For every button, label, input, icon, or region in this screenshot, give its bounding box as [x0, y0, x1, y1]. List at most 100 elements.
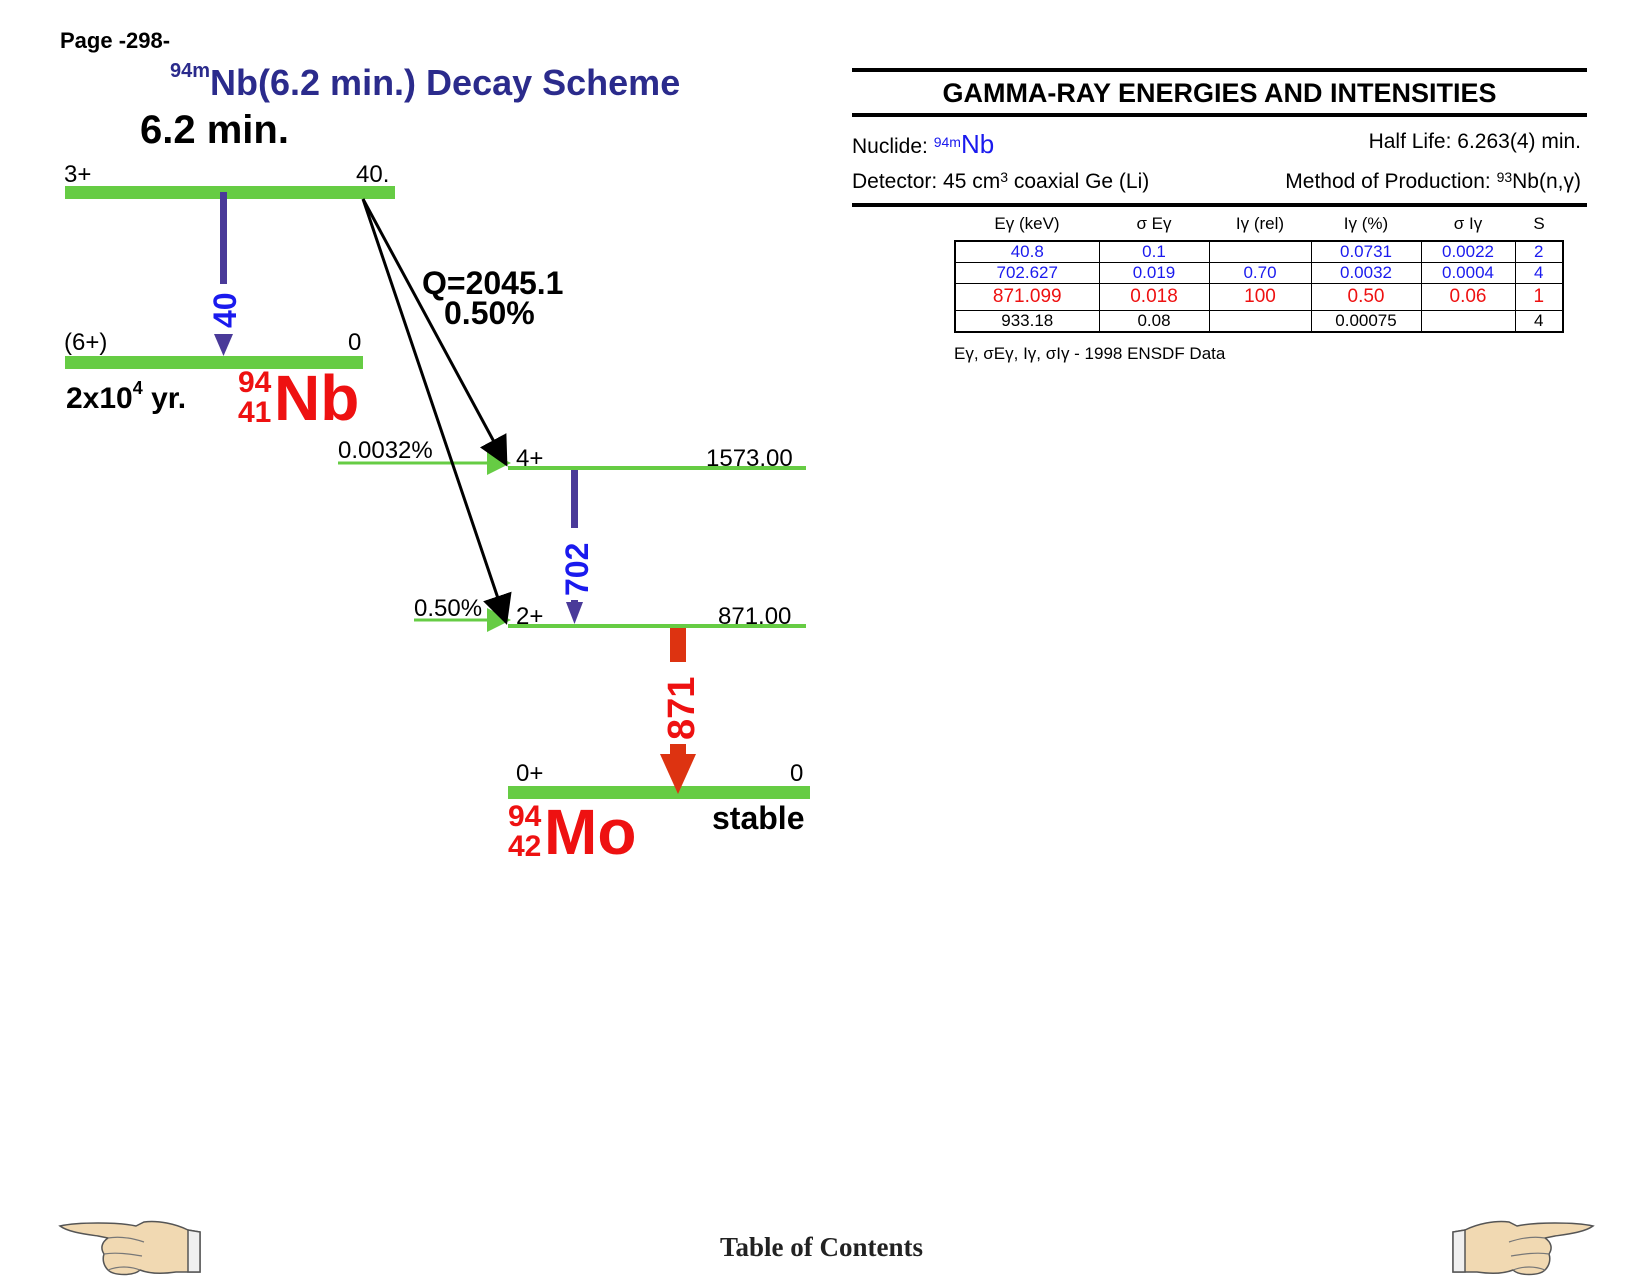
panel-top-rule — [852, 68, 1587, 72]
cell: 4 — [1514, 310, 1564, 333]
title-mass: 94m — [170, 60, 211, 82]
parent-halflife: 6.2 min. — [140, 108, 289, 152]
cell: 40.8 — [954, 240, 1100, 263]
gamma-871-label-bg — [658, 662, 700, 744]
gamma-40-label: 40 — [207, 292, 243, 328]
header-pct-intensity: Iγ (%) — [1343, 214, 1389, 233]
cell: 2 — [1514, 240, 1564, 263]
isomer-halflife-exp: 4 — [132, 378, 143, 398]
cell: 0.019 — [1098, 262, 1210, 284]
half-life-info: Half Life: 6.263(4) min. — [1368, 130, 1581, 153]
method-pre: Method of Production: — [1285, 170, 1497, 193]
cell: 871.099 — [954, 283, 1100, 311]
cell: 0.08 — [1098, 310, 1210, 333]
detector-sup: 3 — [1000, 169, 1009, 185]
level-ground — [508, 786, 810, 799]
gamma-702-label: 702 — [559, 543, 595, 596]
ground-energy: 0 — [790, 760, 803, 787]
cell: 0.0731 — [1310, 240, 1422, 263]
nuclide-symbol: Nb — [960, 129, 995, 159]
cell: 4 — [1514, 262, 1564, 284]
header-energy: Eγ (keV) — [994, 214, 1060, 233]
cell: 933.18 — [954, 310, 1100, 333]
cell: 0.0022 — [1420, 240, 1516, 263]
gamma-702-label-bg — [557, 528, 593, 600]
detector-pre: Detector: 45 cm — [852, 170, 1001, 193]
previous-page-hand-icon[interactable] — [58, 1218, 203, 1278]
header-sigma-intensity: σ Iγ — [1453, 214, 1483, 233]
info-row-1: Nuclide: 94mNb Half Life: 6.263(4) min. — [852, 127, 1587, 162]
gamma-702-arrowhead — [566, 602, 583, 624]
nb-symbol: Nb — [274, 362, 360, 434]
level-parent — [65, 186, 395, 199]
panel-mid-rule — [852, 113, 1587, 117]
cell — [1420, 310, 1516, 333]
cell: 100 — [1208, 283, 1312, 311]
cell — [1208, 310, 1312, 333]
header-s: S — [1533, 214, 1545, 233]
cell: 0.00075 — [1310, 310, 1422, 333]
isomer-halflife-base: 2x10 — [66, 382, 133, 415]
gamma-info-panel: GAMMA-RAY ENERGIES AND INTENSITIES Nucli… — [852, 68, 1587, 207]
level-isomer — [65, 356, 363, 369]
next-page-hand-icon[interactable] — [1450, 1218, 1595, 1278]
table-row: 933.18 0.08 0.00075 4 — [954, 310, 1564, 333]
panel-info: Nuclide: 94mNb Half Life: 6.263(4) min. … — [852, 117, 1587, 197]
header-sigma-energy: σ Eγ — [1136, 214, 1172, 233]
title-text: Nb(6.2 min.) Decay Scheme — [210, 62, 681, 103]
parent-energy: 40. — [356, 161, 389, 188]
info-row-2: Detector: 45 cm3 coaxial Ge (Li) Method … — [852, 162, 1587, 197]
cell: 0.018 — [1098, 283, 1210, 311]
isomer-energy: 0 — [348, 329, 361, 356]
gamma-40-label-bg — [206, 284, 242, 334]
header-rel-intensity: Iγ (rel) — [1235, 214, 1285, 233]
nuclide-mass: 94m — [933, 134, 961, 150]
cell: 0.0032 — [1310, 262, 1422, 284]
nb-z: 41 — [238, 396, 272, 429]
level-1573-spin: 4+ — [516, 445, 543, 472]
table-row: 40.8 0.1 0.0731 0.0022 2 — [954, 240, 1564, 263]
level-871 — [508, 624, 806, 628]
cell: 1 — [1514, 283, 1564, 311]
mo-mass: 94 — [508, 800, 542, 833]
beta-branch-871 — [361, 198, 512, 625]
ground-status: stable — [712, 800, 805, 836]
method-post: Nb(n,γ) — [1512, 170, 1581, 193]
nb-mass: 94 — [238, 366, 272, 399]
production-info: Method of Production: 93Nb(n,γ) — [1285, 162, 1581, 197]
table-row: 871.099 0.018 100 0.50 0.06 1 — [954, 283, 1564, 311]
nb-nuclide-label: 94 41 Nb — [238, 366, 368, 436]
gamma-table: Eγ (keV) σ Eγ Iγ (rel) Iγ (%) σ Iγ S 40.… — [954, 210, 1564, 333]
page-title: 94mNb(6.2 min.) Decay Scheme — [170, 60, 680, 104]
cell: 0.70 — [1208, 262, 1312, 284]
gamma-40-arrowhead — [214, 334, 233, 356]
cell — [1208, 240, 1312, 263]
table-of-contents-link[interactable]: Table of Contents — [720, 1232, 924, 1262]
method-sup: 93 — [1496, 169, 1513, 185]
cell: 0.50 — [1310, 283, 1422, 311]
table-header-row: Eγ (keV) σ Eγ Iγ (rel) Iγ (%) σ Iγ S — [955, 210, 1563, 241]
cell: 0.0004 — [1420, 262, 1516, 284]
parent-spin: 3+ — [64, 161, 91, 188]
isomer-halflife-unit: yr. — [142, 382, 187, 415]
panel-bottom-rule — [852, 203, 1587, 207]
level-1573-energy: 1573.00 — [706, 445, 793, 472]
mo-symbol: Mo — [544, 796, 637, 868]
branch-total: 0.50% — [444, 295, 535, 331]
level-1573 — [508, 466, 806, 470]
mo-z: 42 — [508, 830, 542, 863]
gamma-871-arrowhead — [660, 754, 696, 794]
nuclide-info: Nuclide: 94mNb — [852, 127, 994, 162]
mo-nuclide-label: 94 42 Mo — [508, 800, 638, 870]
cell: 0.1 — [1098, 240, 1210, 263]
isomer-spin: (6+) — [64, 329, 107, 356]
isomer-halflife: 2x104 yr. — [66, 378, 186, 416]
q-value: Q=2045.1 — [422, 265, 563, 301]
cell: 702.627 — [954, 262, 1100, 284]
panel-title: GAMMA-RAY ENERGIES AND INTENSITIES — [942, 78, 1497, 108]
level-871-energy: 871.00 — [718, 603, 791, 630]
detector-info: Detector: 45 cm3 coaxial Ge (Li) — [852, 162, 1149, 197]
feed-871-label: 0.50% — [414, 595, 482, 622]
detector-post: coaxial Ge (Li) — [1008, 170, 1150, 193]
